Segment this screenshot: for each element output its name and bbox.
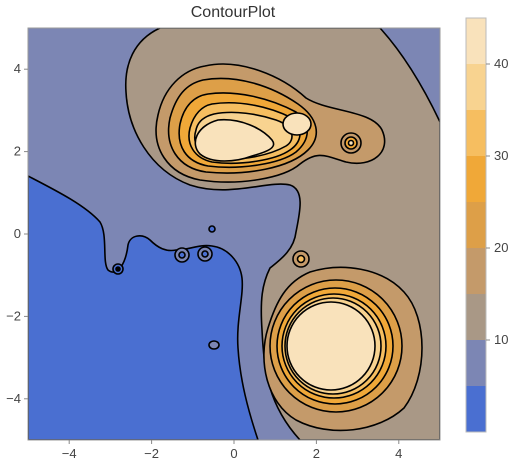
chart-title: ContourPlot	[191, 4, 276, 21]
colorbar-band	[466, 156, 486, 202]
colorbar-band	[466, 110, 486, 156]
contour-band-low	[28, 175, 259, 440]
contour-lower-core	[286, 301, 376, 391]
y-tick-label: 4	[14, 61, 21, 76]
y-tick-label: −2	[6, 308, 21, 323]
contour-trough-a-core	[178, 251, 186, 259]
colorbar-band	[466, 340, 486, 386]
colorbar-band	[466, 248, 486, 294]
x-tick-label: 4	[395, 446, 402, 461]
x-tick-label: 2	[313, 446, 320, 461]
colorbar-tick-label: 30	[494, 148, 508, 163]
colorbar-tick-label: 40	[494, 56, 508, 71]
colorbar-band	[466, 18, 486, 64]
contour-trough-b-core	[201, 250, 209, 258]
colorbar-band	[466, 386, 486, 432]
y-axis: −4 −2 0 2 4	[6, 61, 28, 406]
y-tick-label: 2	[14, 144, 21, 159]
x-tick-label: −4	[62, 446, 77, 461]
contour-small-peak-core	[347, 139, 355, 147]
colorbar-frame	[465, 17, 487, 433]
contour-trough-top	[208, 225, 216, 233]
y-tick-label: 0	[14, 226, 21, 241]
x-tick-label: −2	[144, 446, 159, 461]
contour-trough-bottom	[208, 340, 220, 350]
contour-peak-mid-core	[296, 254, 306, 264]
contour-upper-core	[194, 118, 275, 162]
colorbar-band	[466, 202, 486, 248]
colorbar-band	[466, 294, 486, 340]
x-axis: −4 −2 0 2 4	[62, 440, 402, 461]
colorbar-band	[466, 64, 486, 110]
colorbar-tick-label: 10	[494, 332, 508, 347]
colorbar: 10 20 30 40	[465, 17, 508, 433]
y-tick-label: −4	[6, 391, 21, 406]
contour-trough-left-core	[115, 266, 121, 272]
contour-upper-peak-small	[282, 112, 312, 136]
x-tick-label: 0	[230, 446, 237, 461]
colorbar-tick-label: 20	[494, 240, 508, 255]
plot-area	[28, 28, 440, 440]
